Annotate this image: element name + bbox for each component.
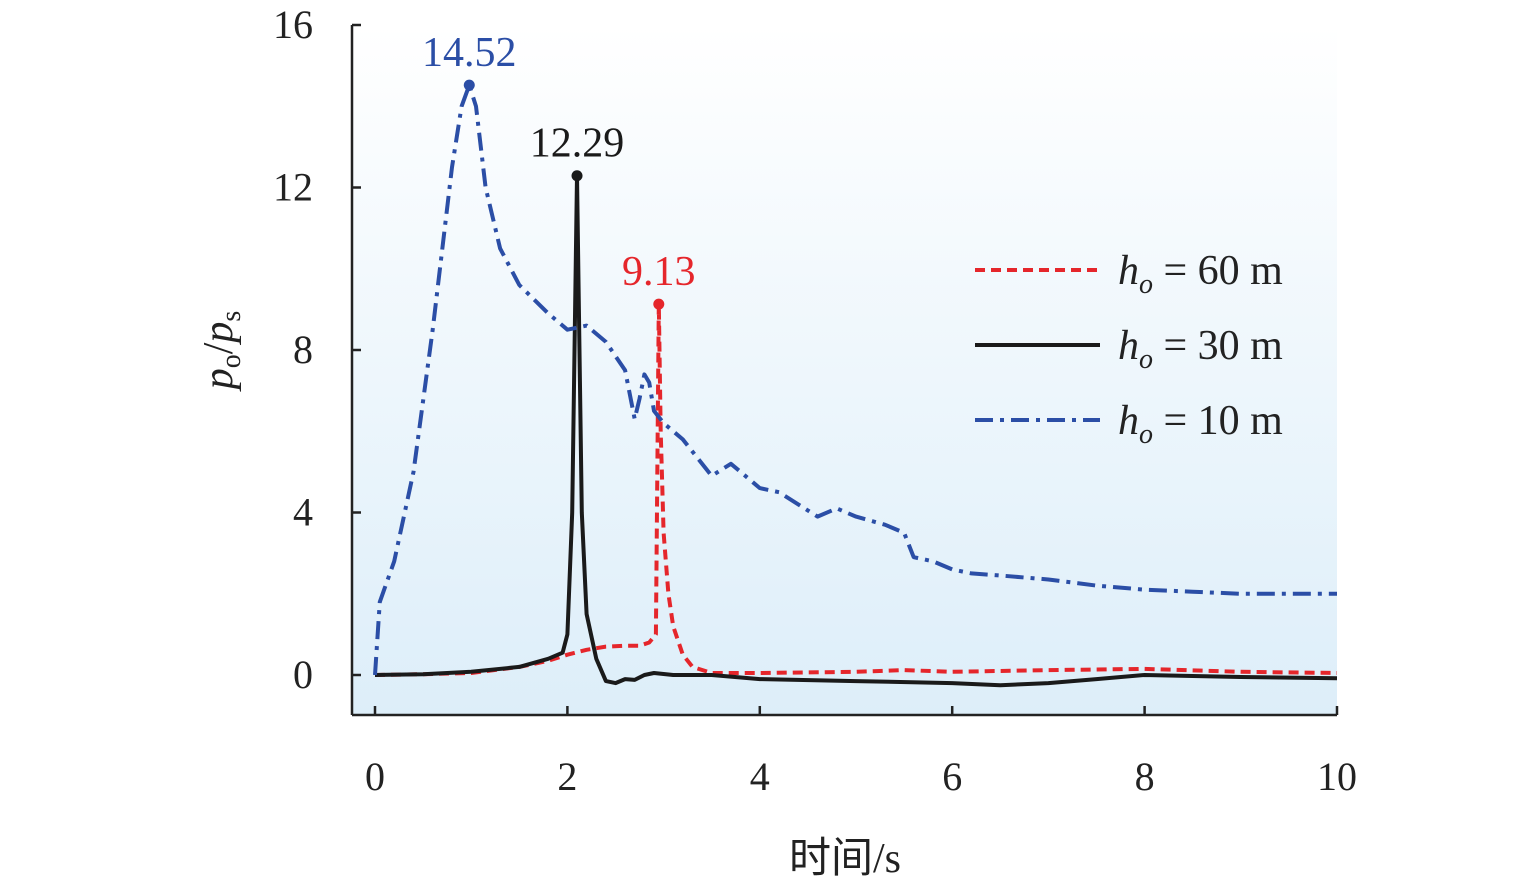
series-line-1: [374, 173, 1338, 688]
y-tick-label: 8: [293, 327, 313, 372]
plot-background: [352, 25, 1337, 715]
y-axis-title: po/ps: [196, 311, 247, 393]
peak-marker-0: [653, 298, 665, 310]
y-tick-label: 4: [293, 490, 313, 535]
y-tick-label: 12: [273, 165, 313, 210]
legend: ho = 60 m ho = 30 m ho = 10 m: [975, 248, 1283, 450]
peak-label-0: 9.13: [622, 249, 696, 295]
x-tick-label: 4: [750, 754, 770, 799]
axes-layer: [350, 25, 1337, 717]
ticks-layer: 0 2 4 6 8 10 0 4 8 12 16: [273, 2, 1357, 799]
y-axis-title-p2: p: [196, 322, 242, 346]
peak-marker-1: [571, 170, 583, 182]
series-line-0: [374, 302, 1338, 677]
peak-marker-2: [463, 79, 475, 91]
x-axis-title: 时间/s: [789, 836, 901, 882]
legend-label-0: ho = 60 m: [1118, 248, 1283, 300]
y-axis-title-slash: /: [196, 342, 242, 354]
y-axis-title-sub1: o: [216, 354, 247, 368]
x-tick-label: 8: [1135, 754, 1155, 799]
series-layer: [373, 83, 1338, 688]
x-tick-label: 10: [1317, 754, 1357, 799]
x-tick-label: 2: [557, 754, 577, 799]
labels-layer: 9.13 12.29 14.52: [422, 30, 696, 310]
y-axis-title-sub2: s: [216, 311, 247, 322]
x-tick-label: 6: [942, 754, 962, 799]
y-axis-title-p1: p: [196, 368, 242, 392]
y-tick-label: 0: [293, 652, 313, 697]
peak-label-1: 12.29: [530, 121, 625, 167]
legend-label-1: ho = 30 m: [1118, 323, 1283, 375]
peak-label-2: 14.52: [422, 30, 517, 76]
y-tick-label: 16: [273, 2, 313, 47]
x-tick-label: 0: [365, 754, 385, 799]
series-line-2: [373, 83, 1337, 676]
legend-label-2: ho = 10 m: [1118, 398, 1283, 450]
